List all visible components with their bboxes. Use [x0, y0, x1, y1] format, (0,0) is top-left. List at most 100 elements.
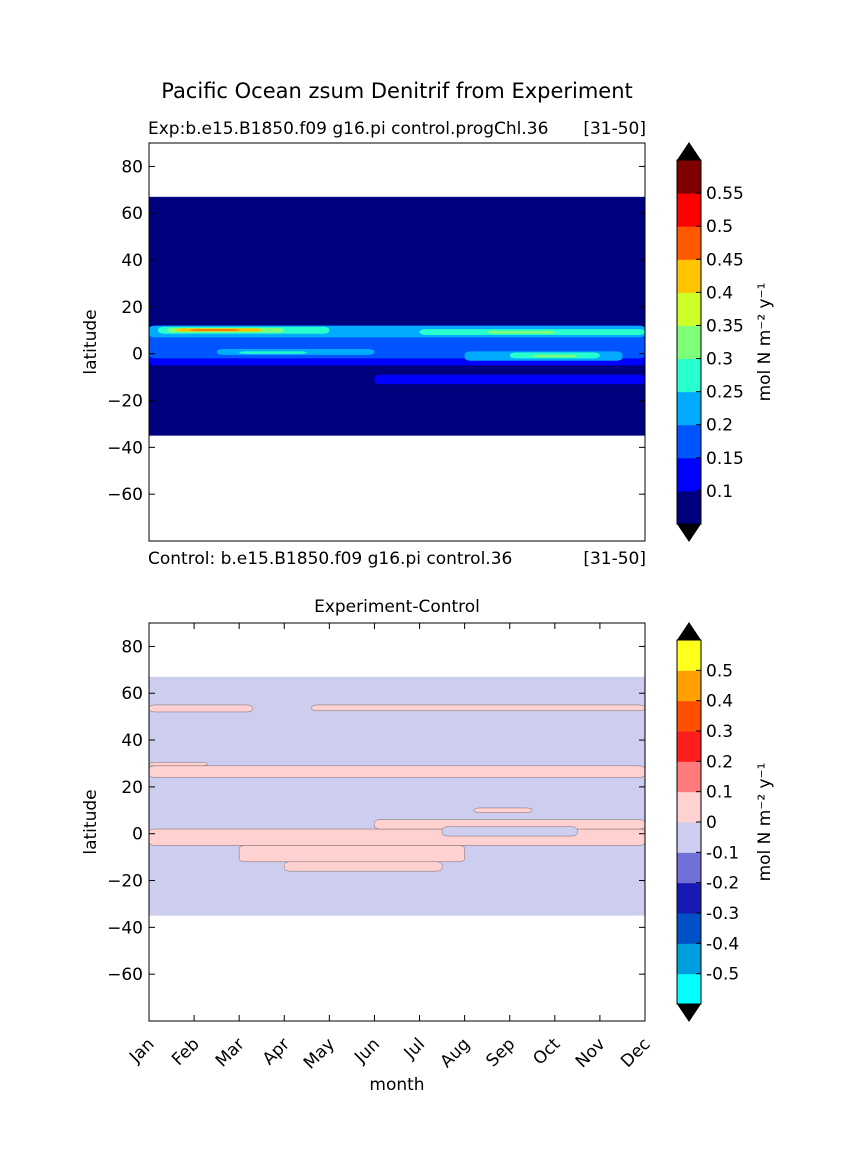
contour-band-0 [148, 704, 253, 713]
y-tick-label: −40 [107, 918, 143, 938]
panel-2-ylabel: latitude [81, 789, 101, 854]
colorbar-swatch [677, 424, 701, 459]
experiment-colorbar-label: mol N m⁻² y⁻¹ [755, 283, 775, 402]
x-tick-label: Sep [482, 1034, 519, 1071]
panel-1-title-left: Exp:b.e15.B1850.f09 g16.pi control.progC… [148, 119, 548, 139]
colorbar-swatch [677, 670, 701, 702]
x-tick-label: Jun [350, 1034, 384, 1068]
colorbar-tick-label: -0.3 [706, 904, 739, 924]
y-tick-label: −40 [107, 438, 143, 458]
panel-2-xlabel: month [369, 1075, 424, 1095]
y-tick-label: 0 [132, 345, 143, 365]
difference-colorbar-label: mol N m⁻² y⁻¹ [755, 763, 775, 882]
contour-band-10 [239, 351, 307, 354]
colorbar-swatch [677, 761, 701, 793]
contour-band-13 [532, 354, 578, 358]
colorbar-tick-label: 0.15 [706, 449, 744, 469]
colorbar-swatch [677, 640, 701, 671]
colorbar-swatch [677, 226, 701, 260]
contour-band-1 [311, 704, 646, 712]
colorbar-tick-label: 0.55 [706, 184, 744, 204]
contour-band-3 [148, 762, 208, 767]
contour-band-9 [441, 826, 578, 837]
y-tick-label: 0 [132, 825, 143, 845]
colorbar-frame [676, 159, 702, 525]
y-tick-label: −60 [107, 485, 143, 505]
colorbar-tick-label: -0.1 [706, 843, 739, 863]
y-tick-label: −20 [107, 872, 143, 892]
experiment-plot-area [149, 196, 645, 436]
y-tick-label: 80 [121, 157, 143, 177]
colorbar-tick-label: 0.1 [706, 783, 733, 803]
colorbar-swatch [677, 852, 701, 884]
colorbar-tick-label: -0.5 [706, 965, 739, 985]
panel-1-bottom-right: [31-50] [583, 549, 646, 569]
colorbar-tick-label: 0 [706, 813, 717, 833]
y-tick-label: 60 [121, 684, 143, 704]
colorbar-swatch [677, 292, 701, 326]
contour-band-8 [487, 330, 555, 334]
y-tick-label: 80 [121, 637, 143, 657]
contour-band-7 [284, 861, 443, 872]
y-tick-label: 40 [121, 731, 143, 751]
colorbar-swatch [677, 791, 701, 823]
colorbar-tick-label: 0.4 [706, 283, 733, 303]
difference-panel: Experiment-Control 80 60 40 20 0 −20 −40 −60 Ja… [81, 597, 775, 1095]
y-tick-label: 40 [121, 251, 143, 271]
panel-1-title-right: [31-50] [583, 119, 646, 139]
colorbar-swatch [677, 160, 701, 194]
colorbar-swatch [677, 731, 701, 762]
colorbar-tick-label: 0.35 [706, 316, 744, 336]
contour-band-4 [473, 807, 533, 813]
x-tick-label: Dec [617, 1034, 654, 1071]
colorbar-swatch [677, 822, 701, 853]
colorbar-tick-label: -0.2 [706, 874, 739, 894]
colorbar-swatch [677, 943, 701, 975]
colorbar-swatch [677, 700, 701, 732]
colorbar-tick-label: 0.1 [706, 482, 733, 502]
colorbar-tick-label: 0.5 [706, 217, 733, 237]
colorbar-extend-max [677, 142, 701, 160]
colorbar-swatch [677, 325, 701, 360]
x-tick-label: Oct [529, 1034, 564, 1069]
experiment-plot-frame [148, 142, 646, 542]
contour-band-6 [238, 845, 465, 863]
colorbar-tick-label: 0.5 [706, 661, 733, 681]
panel-1-ylabel: latitude [81, 309, 101, 374]
experiment-y-ticks: 80 60 40 20 0 −20 −40 −60 [107, 157, 645, 505]
colorbar-extend-min [677, 524, 701, 542]
y-tick-label: −20 [107, 392, 143, 412]
contour-base-region [149, 676, 645, 916]
x-tick-label: May [300, 1034, 339, 1073]
y-tick-label: 60 [121, 204, 143, 224]
x-tick-label: Jul [400, 1034, 429, 1063]
panel-1-bottom-left: Control: b.e15.B1850.f09 g16.pi control.… [148, 549, 512, 569]
difference-plot-area [148, 676, 646, 916]
colorbar-tick-label: 0.2 [706, 752, 733, 772]
colorbar-swatch [677, 490, 701, 525]
colorbar-tick-label: 0.4 [706, 692, 733, 712]
x-tick-label: Nov [572, 1034, 610, 1072]
colorbar-swatch [677, 913, 701, 944]
x-tick-label: Mar [212, 1034, 249, 1071]
experiment-colorbar: 0.1 0.15 0.2 0.25 0.3 0.35 0.4 0.45 0.5 0.55 [676, 142, 744, 542]
x-tick-label: Feb [168, 1034, 203, 1069]
contour-band-6 [189, 329, 240, 331]
contour-band-14 [374, 374, 645, 385]
colorbar-tick-label: 0.25 [706, 383, 744, 403]
x-tick-label: Aug [437, 1034, 475, 1072]
difference-y-ticks: 80 60 40 20 0 −20 −40 −60 [107, 637, 645, 985]
difference-colorbar: -0.5 -0.4 -0.3 -0.2 -0.1 0 0.1 0.2 0.3 0.4 0.5 [676, 622, 739, 1022]
y-tick-label: −60 [107, 965, 143, 985]
colorbar-extend-max [677, 622, 701, 640]
x-tick-label: Jan [125, 1034, 158, 1067]
colorbar-tick-label: 0.2 [706, 416, 733, 436]
colorbar-swatch [677, 391, 701, 426]
contour-base-region [149, 196, 645, 436]
colorbar-extend-min [677, 1004, 701, 1022]
colorbar-swatch [677, 193, 701, 227]
colorbar-swatch [677, 882, 701, 914]
y-tick-label: 20 [121, 298, 143, 318]
colorbar-tick-label: 0.3 [706, 350, 733, 370]
